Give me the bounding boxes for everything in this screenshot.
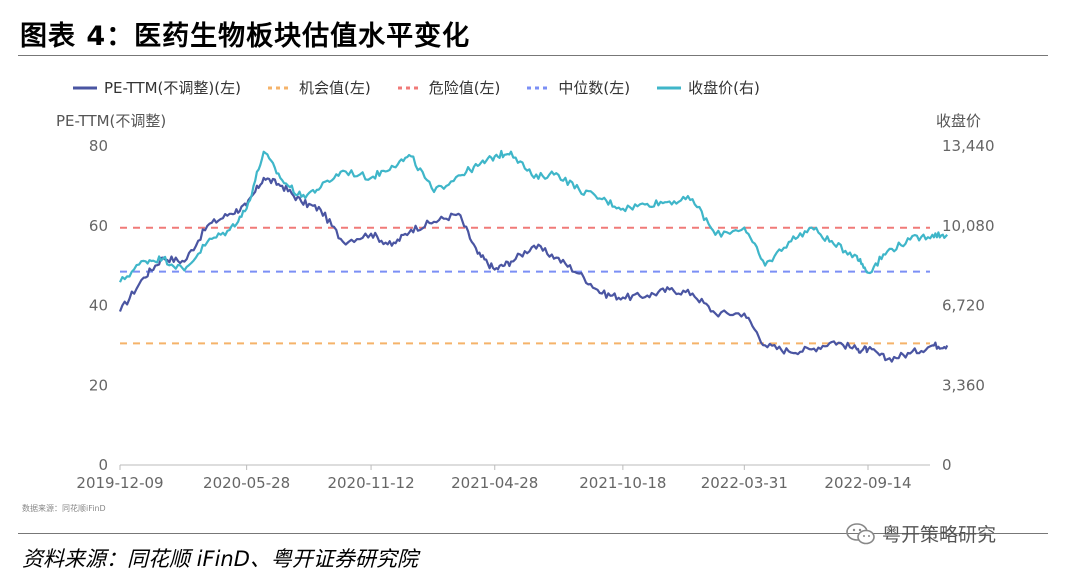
footer-divider xyxy=(18,533,1048,534)
right-tick-label: 0 xyxy=(942,456,952,474)
wechat-badge: 粤开策略研究 xyxy=(846,520,996,547)
source-note-small: 数据来源：同花顺iFinD xyxy=(22,504,106,513)
x-tick-label: 2019-12-09 xyxy=(76,474,163,492)
title-divider xyxy=(18,55,1048,56)
right-tick-label: 10,080 xyxy=(942,217,995,235)
legend-label-opportunity: 机会值(左) xyxy=(298,79,371,97)
chart-legend: PE-TTM(不调整)(左) 机会值(左) 危险值(左) 中位数(左) 收盘价(… xyxy=(72,77,760,98)
legend-swatch-median xyxy=(527,86,552,89)
legend-item-opportunity: 机会值(左) xyxy=(267,77,371,98)
left-tick-label: 40 xyxy=(89,297,108,315)
x-tick-label: 2022-09-14 xyxy=(824,474,911,492)
wechat-icon xyxy=(846,522,875,544)
legend-swatch-pe xyxy=(73,86,97,89)
left-tick-label: 20 xyxy=(89,376,108,394)
legend-swatch-danger xyxy=(397,86,422,89)
right-tick-label: 6,720 xyxy=(942,297,985,315)
legend-item-close: 收盘价(右) xyxy=(656,77,760,98)
x-tick-label: 2021-04-28 xyxy=(451,474,538,492)
legend-label-danger: 危险值(左) xyxy=(428,79,501,97)
x-tick-label: 2021-10-18 xyxy=(579,474,666,492)
chart-title: 图表 4：医药生物板块估值水平变化 xyxy=(20,21,471,52)
legend-swatch-opportunity xyxy=(267,86,292,89)
legend-item-pe: PE-TTM(不调整)(左) xyxy=(72,77,241,98)
x-tick-label: 2020-11-12 xyxy=(327,474,414,492)
legend-swatch-close xyxy=(657,86,682,89)
left-tick-label: 80 xyxy=(89,137,108,155)
right-tick-label: 13,440 xyxy=(942,137,995,155)
right-tick-label: 3,360 xyxy=(942,376,985,394)
left-tick-label: 0 xyxy=(98,456,108,474)
legend-label-pe: PE-TTM(不调整)(左) xyxy=(104,79,241,97)
x-tick-label: 2022-03-31 xyxy=(701,474,788,492)
right-axis-title: 收盘价 xyxy=(936,112,982,130)
legend-label-close: 收盘价(右) xyxy=(688,79,760,97)
x-tick-label: 2020-05-28 xyxy=(203,474,290,492)
series-line xyxy=(119,149,949,283)
wechat-label: 粤开策略研究 xyxy=(882,524,997,546)
legend-label-median: 中位数(左) xyxy=(558,79,631,97)
source-note: 资料来源：同花顺 iFinD、粤开证券研究院 xyxy=(22,547,418,571)
series-line xyxy=(118,176,949,363)
legend-item-median: 中位数(左) xyxy=(526,77,630,98)
left-axis-title: PE-TTM(不调整) xyxy=(56,112,167,130)
legend-item-danger: 危险值(左) xyxy=(397,77,501,98)
left-tick-label: 60 xyxy=(89,217,108,235)
